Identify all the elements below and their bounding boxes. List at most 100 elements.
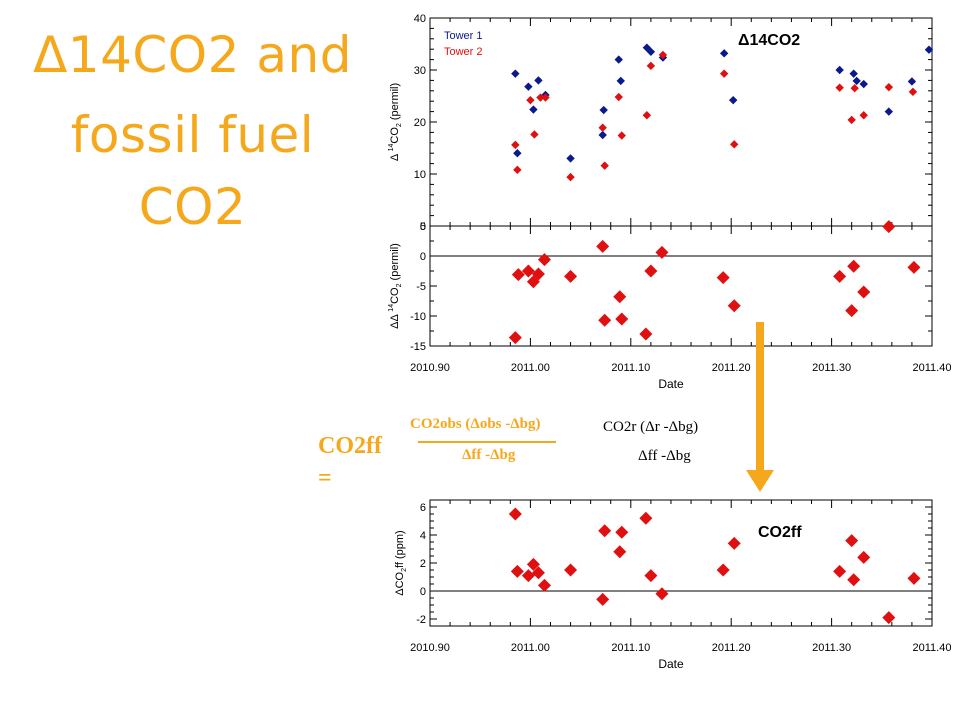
tower2-point — [884, 82, 894, 92]
plot-frame — [429, 499, 933, 627]
y-axis-label: Δ 14CO2 (permil) — [388, 83, 403, 161]
y-tick-label: 40 — [414, 13, 426, 25]
data-point — [857, 285, 871, 299]
data-point — [598, 313, 612, 327]
data-point — [521, 569, 535, 583]
slide-title-line-2: fossil fuel — [70, 106, 315, 164]
equation-numerator-r: CO2r (Δr -Δbg) — [603, 419, 699, 435]
tower2-point — [658, 50, 668, 60]
tower1-point — [598, 130, 607, 140]
data-point — [596, 592, 610, 606]
y-tick-label: -15 — [410, 341, 426, 353]
tower1-point — [907, 77, 917, 86]
co2ff-label: CO2ff — [758, 524, 802, 541]
tower1-point — [835, 65, 844, 75]
data-point — [907, 260, 921, 274]
tower1-point — [852, 76, 861, 86]
down-arrow-shaft — [756, 322, 764, 472]
tower1-point — [513, 149, 522, 158]
data-point — [833, 564, 847, 578]
data-point — [907, 571, 921, 585]
tower1-point — [614, 55, 623, 64]
tower1-point — [859, 79, 868, 89]
x-tick-label: 2011.10 — [611, 362, 650, 374]
y-tick-label: -2 — [416, 614, 426, 626]
tower2-point — [566, 172, 575, 182]
tower1-point — [719, 49, 729, 58]
y-tick-label: 5 — [420, 221, 426, 233]
y-tick-label: 30 — [414, 65, 426, 77]
x-tick-label: 2011.20 — [712, 642, 751, 654]
x-tick-label: 2010.90 — [410, 642, 450, 654]
tower2-point — [642, 111, 652, 120]
tower1-point — [616, 76, 625, 86]
tower1-point — [924, 45, 934, 54]
data-point — [727, 299, 741, 313]
data-point — [847, 573, 861, 587]
x-tick-label: 2011.00 — [511, 642, 550, 654]
data-point — [596, 239, 610, 253]
data-point — [882, 611, 896, 625]
x-tick-label: 2011.30 — [812, 642, 851, 654]
chart-d14co2: 0 10 20 30 40 Δ 14CO2 (permil) Tower 1 Tower 2 — [388, 13, 934, 233]
tower2-point — [513, 165, 522, 175]
x-tick-label: 2011.10 — [611, 642, 650, 654]
plot-frame — [429, 17, 933, 227]
data-point — [526, 557, 540, 571]
down-arrow-head — [746, 470, 774, 492]
y-tick-label: -10 — [410, 311, 426, 323]
y-tick-label: 4 — [420, 530, 426, 542]
tower2-point — [847, 115, 856, 125]
y-tick-label: 0 — [420, 221, 426, 233]
data-point — [882, 220, 896, 234]
tower1-point — [884, 107, 894, 116]
y-axis-label: ΔΔ 14CO2 (permil) — [388, 243, 403, 329]
tower2-point — [511, 140, 520, 150]
tower2-point — [850, 84, 859, 93]
data-point — [564, 269, 578, 283]
data-point — [845, 534, 859, 548]
x-tick-label: 2011.40 — [913, 642, 952, 654]
data-point — [644, 569, 658, 583]
legend-entry: Tower 2 — [444, 46, 483, 58]
legend-entry: Tower 1 — [444, 30, 483, 42]
tower2-point — [536, 93, 545, 102]
data-point — [727, 536, 741, 550]
data-point — [613, 290, 627, 304]
x-tick-label: 2011.00 — [511, 362, 550, 374]
equation-numerator-obs: CO2obs (Δobs -Δbg) — [410, 416, 541, 432]
tower1-point — [524, 82, 533, 91]
tower2-point — [526, 95, 535, 105]
data-point — [531, 267, 545, 281]
data-point — [531, 566, 545, 580]
tower1-point — [511, 69, 520, 78]
tower2-point — [859, 111, 868, 120]
chart-co2ff: -2 0 2 4 6 2010.90 2011.00 2011.10 2011.20 2011.3… — [394, 499, 952, 671]
data-point — [833, 269, 847, 283]
data-point — [716, 563, 730, 577]
tower1-point — [646, 47, 656, 56]
tower2-point — [719, 69, 729, 78]
x-tick-label: 2010.90 — [410, 362, 450, 374]
tower2-point — [908, 87, 918, 97]
data-point — [598, 524, 612, 538]
y-tick-label: -5 — [416, 281, 426, 293]
tower2-point — [600, 161, 609, 170]
data-point — [508, 331, 522, 345]
tower2-point — [614, 92, 623, 102]
data-point — [655, 245, 669, 259]
tower1-point — [729, 95, 738, 105]
y-tick-label: 10 — [414, 169, 426, 181]
equation-lhs: CO2ff = — [318, 433, 382, 491]
y-tick-label: 2 — [420, 558, 426, 570]
tower1-point — [529, 105, 538, 114]
tower2-point — [646, 61, 656, 71]
data-point — [521, 264, 535, 278]
y-tick-label: 6 — [420, 502, 426, 514]
data-point — [655, 587, 669, 601]
tower2-point — [530, 130, 539, 139]
data-point — [639, 511, 653, 525]
x-tick-label: 2011.20 — [712, 362, 751, 374]
equation-fraction-bar — [418, 441, 556, 443]
